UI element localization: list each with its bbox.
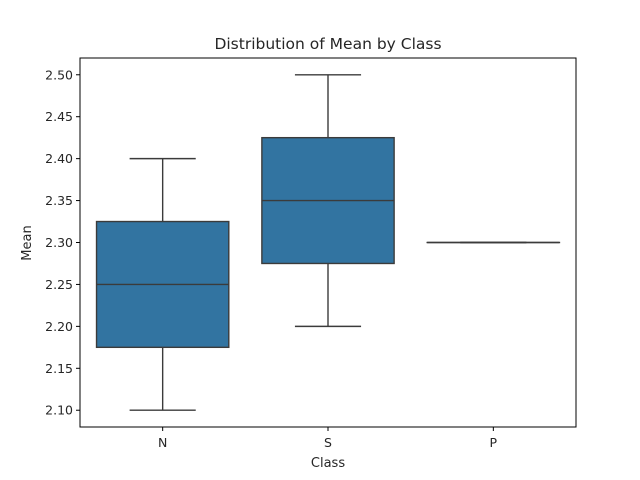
x-tick-label: S — [324, 435, 332, 450]
y-tick-label: 2.45 — [45, 109, 73, 124]
y-tick-label: 2.30 — [45, 235, 73, 250]
x-axis-label: Class — [311, 456, 345, 471]
y-tick-label: 2.15 — [45, 361, 73, 376]
y-tick-label: 2.20 — [45, 319, 73, 334]
chart-title: Distribution of Mean by Class — [214, 35, 441, 53]
y-tick-label: 2.10 — [45, 403, 73, 418]
x-tick-label: P — [490, 435, 498, 450]
x-tick-label: N — [158, 435, 167, 450]
y-tick-label: 2.25 — [45, 277, 73, 292]
y-tick-label: 2.40 — [45, 151, 73, 166]
y-axis-label: Mean — [20, 225, 35, 260]
plot-area: 2.10 2.15 2.20 2.25 2.30 2.35 2.40 2.45 2.50 N S P — [45, 57, 577, 450]
y-tick-label: 2.50 — [45, 67, 73, 82]
y-tick-label: 2.35 — [45, 193, 73, 208]
